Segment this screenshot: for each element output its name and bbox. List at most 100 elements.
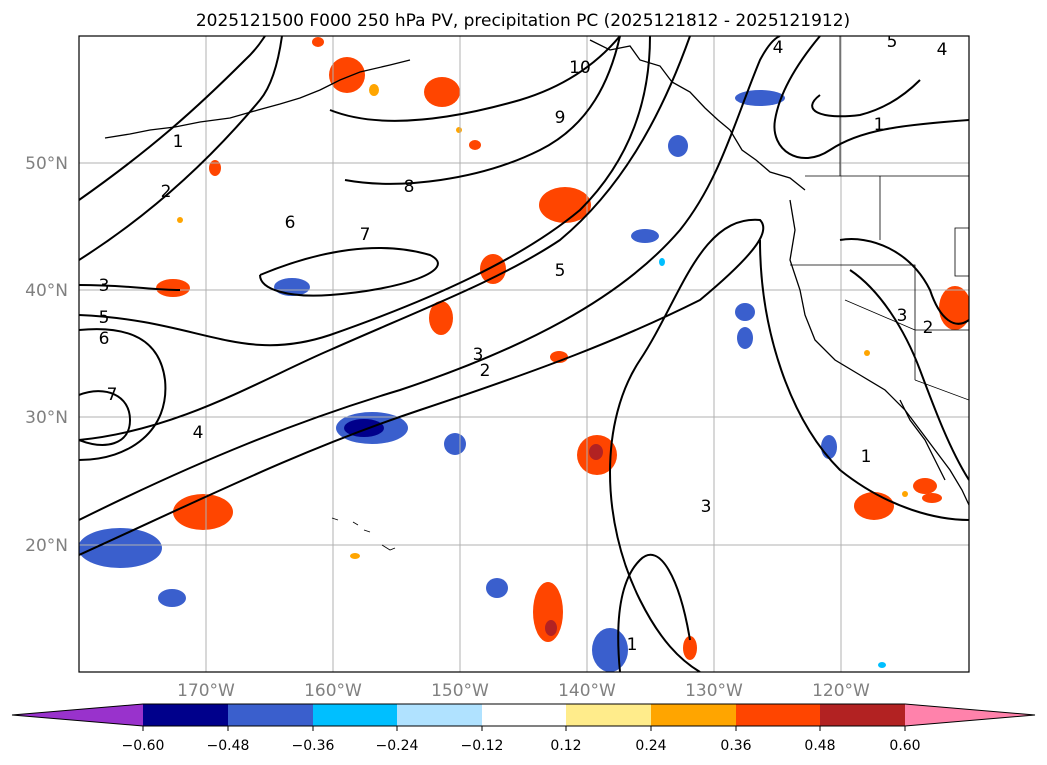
contour-label: 9	[555, 108, 566, 128]
colorbar-tick-label: −0.60	[122, 738, 165, 754]
state-borders	[790, 36, 969, 401]
lon-label: 140°W	[558, 681, 616, 701]
map-frame	[78, 35, 970, 673]
contour-2-main	[79, 218, 765, 672]
colorbar-tick-label: 0.60	[889, 738, 920, 754]
contour-label: 10	[569, 58, 591, 78]
contour-label: 3	[99, 276, 110, 296]
colorbar-tick-label: −0.48	[207, 738, 250, 754]
gridlines	[79, 36, 969, 672]
hawaii-islands	[331, 517, 396, 551]
colorbar-tick-label: 0.48	[804, 738, 835, 754]
contour-9-10	[329, 36, 621, 122]
contour-2	[79, 36, 283, 261]
precip-blob	[659, 258, 665, 266]
lon-label: 160°W	[304, 681, 362, 701]
lon-label: 130°W	[685, 681, 743, 701]
colorbar-segment	[566, 704, 651, 726]
contour-7-centre	[259, 247, 439, 297]
contour-2-east	[839, 238, 969, 325]
colorbar-tick-label: 0.12	[550, 738, 581, 754]
contour-7-west	[79, 390, 132, 446]
contour-label: 3	[473, 345, 484, 365]
contour-label: 1	[627, 635, 638, 655]
precip-blob	[158, 589, 186, 607]
colorbar-segment	[313, 704, 397, 726]
colorbar-segment	[651, 704, 736, 726]
contour-label: 2	[480, 361, 491, 381]
contour-label: 2	[923, 318, 934, 338]
precip-blob	[683, 636, 697, 660]
precip-blob	[864, 350, 870, 356]
contour-8	[344, 36, 621, 185]
precip-blob	[469, 140, 481, 150]
pv-contours	[79, 36, 969, 672]
contour-label: 5	[555, 261, 566, 281]
lat-label: 30°N	[25, 408, 68, 428]
lat-label: 20°N	[25, 536, 68, 556]
precip-blob	[79, 528, 162, 568]
colorbar-segment	[820, 704, 905, 726]
aleutian-chain	[104, 59, 411, 139]
precip-blob	[156, 279, 190, 297]
contour-label: 6	[285, 213, 296, 233]
precip-blob	[444, 433, 466, 455]
precip-blob	[902, 491, 908, 497]
north-america-west-coast	[789, 199, 969, 506]
contour-label: 4	[937, 40, 948, 60]
precip-blob	[878, 662, 886, 668]
coastlines	[104, 36, 969, 551]
contour-label: 3	[701, 497, 712, 517]
precip-blob	[369, 84, 379, 96]
contour-label: 1	[861, 447, 872, 467]
contour-5	[79, 36, 651, 347]
contour-label: 6	[99, 329, 110, 349]
contour-4	[79, 36, 691, 441]
contour-3	[79, 284, 181, 291]
precip-blob	[480, 254, 506, 284]
contour-1	[79, 36, 266, 201]
precip-blob	[456, 127, 462, 133]
precip-blob	[429, 301, 453, 335]
baja-coast	[899, 399, 946, 481]
contour-labels: 10 9 8 7 6 5 4 3 2 1 7 6 5 4 3 2 1 5 4 3…	[99, 36, 948, 655]
precip-blob	[312, 37, 324, 47]
lat-label: 40°N	[25, 281, 68, 301]
contour-3-main	[79, 36, 781, 521]
contour-label: 4	[773, 38, 784, 58]
contour-1-east	[773, 36, 969, 160]
colorbar-segment	[482, 704, 566, 726]
precip-blob	[592, 628, 628, 672]
precip-blob	[329, 57, 365, 93]
precip-blob	[913, 478, 937, 494]
precip-blob	[350, 553, 360, 559]
contour-label: 7	[107, 385, 118, 405]
contour-label: 3	[897, 306, 908, 326]
contour-1-southeast	[759, 239, 969, 521]
contour-1-south	[617, 553, 691, 672]
colorbar-ticks	[142, 726, 906, 731]
colorbar-tick-label: −0.36	[292, 738, 335, 754]
colorbar-segment	[228, 704, 313, 726]
precip-blob	[539, 187, 591, 223]
colorbar-tick-label: 0.36	[720, 738, 751, 754]
colorbar-tick-label: −0.12	[461, 738, 504, 754]
precip-blob	[209, 160, 221, 176]
precip-blob	[631, 229, 659, 243]
longitude-labels: 170°W 160°W 150°W 140°W 130°W 120°W	[177, 681, 870, 701]
map-title: 2025121500 F000 250 hPa PV, precipitatio…	[196, 11, 850, 31]
contour-label: 7	[360, 225, 371, 245]
precip-blob	[177, 217, 183, 223]
colorbar-extend-right	[905, 704, 1035, 726]
contour-label: 4	[193, 423, 204, 443]
contour-label: 5	[99, 308, 110, 328]
precip-blob	[274, 278, 310, 296]
precip-blob	[424, 77, 460, 107]
precip-blob	[668, 135, 688, 157]
contour-1-east-south	[811, 79, 921, 118]
latitude-labels: 50°N 40°N 30°N 20°N	[25, 154, 68, 556]
precip-blob	[737, 327, 753, 349]
alaska-coast	[589, 39, 806, 191]
precip-blob	[173, 494, 233, 530]
